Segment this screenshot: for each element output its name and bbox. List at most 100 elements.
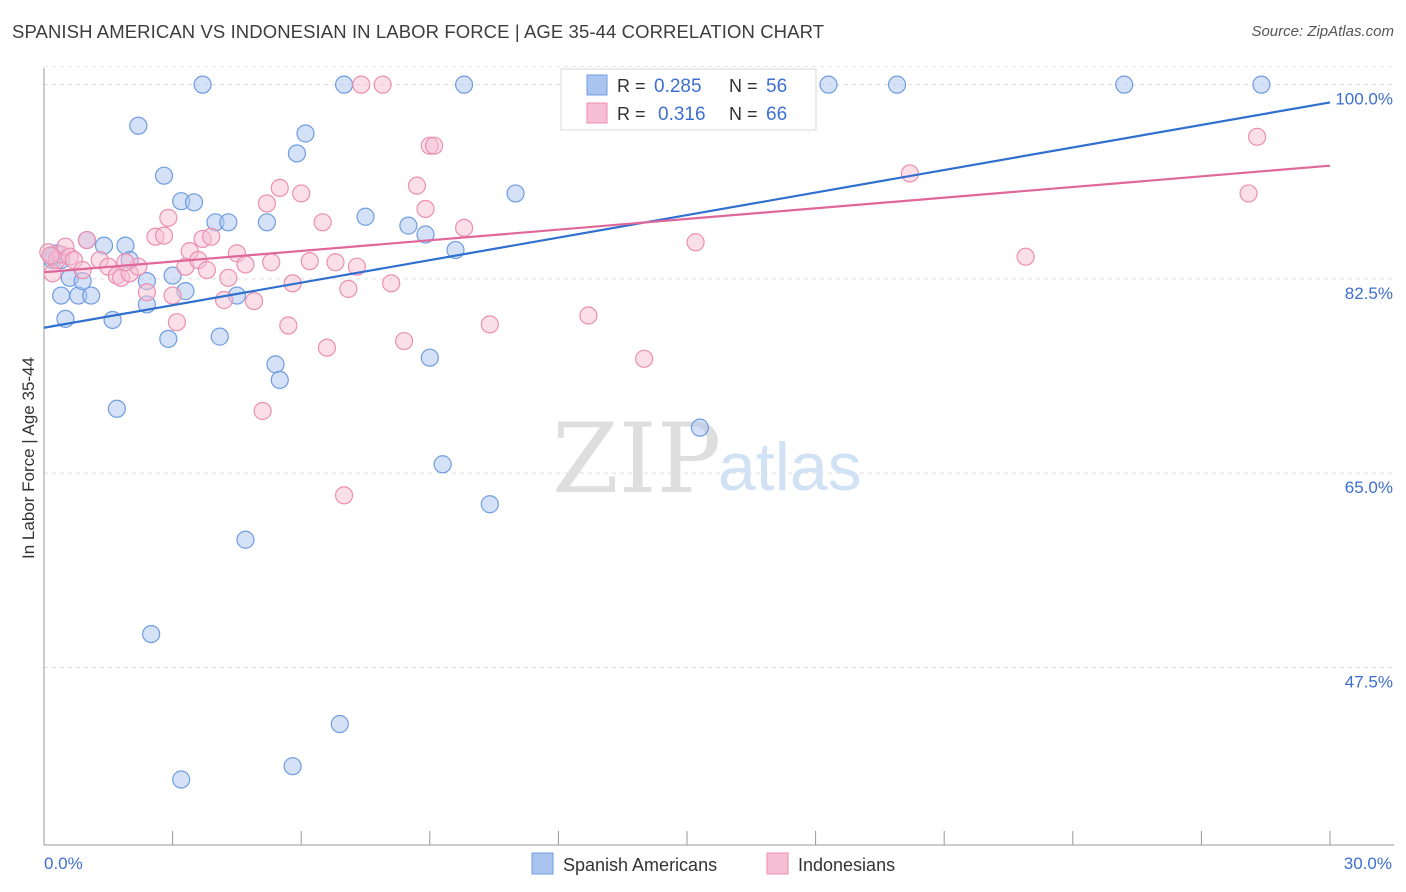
trend-line-spanish-american: [43, 101, 1331, 329]
point-spanish-american: [1115, 75, 1134, 94]
point-spanish-american: [270, 370, 289, 390]
point-indonesian: [262, 253, 281, 272]
point-indonesian: [407, 176, 427, 195]
legend-r-label-2: R =: [617, 104, 646, 124]
y-tick-labels: 47.5% 65.0% 82.5% 100.0%: [1335, 90, 1393, 692]
legend-r-value-2: 0.316: [658, 104, 706, 125]
point-spanish-american: [142, 624, 161, 644]
point-indonesian: [454, 218, 474, 237]
legend-n-label-2: N =: [729, 104, 758, 124]
point-indonesian: [382, 274, 401, 293]
y-axis-title: In Labor Force | Age 35-44: [19, 357, 38, 559]
point-spanish-american: [506, 184, 525, 203]
point-indonesian: [1248, 127, 1267, 146]
x-tick-label-max: 30.0%: [1344, 854, 1392, 873]
point-spanish-american: [163, 266, 182, 285]
point-indonesian: [167, 313, 186, 332]
point-spanish-american: [154, 166, 174, 185]
series-legend: Spanish Americans Indonesians: [531, 852, 895, 875]
point-spanish-american: [257, 213, 277, 232]
x-ticks: [43, 831, 1331, 845]
legend-r-label-1: R =: [617, 76, 646, 96]
point-spanish-american: [887, 75, 907, 94]
series-legend-label-indonesian: Indonesians: [798, 855, 895, 875]
point-spanish-american: [334, 75, 354, 94]
point-spanish-american: [480, 495, 499, 514]
point-indonesian: [219, 268, 238, 287]
point-spanish-american: [193, 75, 212, 94]
point-spanish-american: [287, 144, 307, 163]
watermark-atlas: atlas: [718, 429, 862, 505]
chart-title: SPANISH AMERICAN VS INDONESIAN IN LABOR …: [12, 21, 825, 42]
point-spanish-american: [82, 286, 101, 305]
y-tick-label: 82.5%: [1345, 284, 1393, 303]
point-spanish-american: [107, 399, 126, 418]
point-indonesian: [279, 316, 298, 335]
point-indonesian: [154, 226, 174, 245]
legend-n-label-1: N =: [729, 76, 758, 96]
point-spanish-american: [159, 329, 178, 348]
legend-n-value-1: 56: [766, 76, 787, 97]
point-spanish-american: [236, 530, 255, 549]
point-indonesian: [163, 286, 182, 305]
point-indonesian: [339, 279, 358, 298]
point-spanish-american: [296, 124, 315, 143]
axes: [43, 68, 1394, 846]
point-spanish-american: [399, 216, 418, 235]
point-indonesian: [394, 331, 414, 351]
y-tick-label: 100.0%: [1335, 90, 1393, 109]
source-label: Source: ZipAtlas.com: [1251, 23, 1394, 40]
point-spanish-american: [219, 213, 238, 232]
gridlines: [44, 66, 1394, 668]
series-legend-label-spanish: Spanish Americans: [563, 855, 717, 875]
point-spanish-american: [1252, 75, 1271, 94]
point-indonesian: [326, 253, 345, 272]
point-indonesian: [480, 315, 499, 334]
point-spanish-american: [420, 348, 439, 367]
point-indonesian: [197, 260, 216, 280]
point-indonesian: [137, 283, 156, 302]
point-indonesian: [1016, 247, 1035, 266]
point-indonesian: [313, 213, 332, 232]
trend-line-indonesian: [43, 164, 1331, 274]
y-tick-label: 65.0%: [1345, 478, 1393, 497]
point-indonesian: [292, 184, 311, 203]
scatter-points: [39, 75, 1271, 789]
point-spanish-american: [690, 418, 709, 437]
point-indonesian: [244, 292, 264, 311]
point-indonesian: [202, 227, 221, 246]
x-tick-label-min: 0.0%: [44, 854, 83, 873]
legend-r-value-1: 0.285: [654, 76, 702, 97]
point-spanish-american: [210, 327, 229, 346]
legend-swatch-spanish: [586, 74, 608, 96]
point-spanish-american: [819, 75, 838, 94]
series-legend-swatch-spanish: [531, 852, 554, 875]
point-indonesian: [900, 164, 920, 183]
legend-swatch-indonesian: [586, 102, 608, 124]
point-spanish-american: [172, 770, 191, 789]
y-tick-label: 47.5%: [1345, 672, 1393, 691]
point-indonesian: [317, 338, 337, 357]
point-spanish-american: [356, 207, 375, 226]
point-indonesian: [334, 486, 354, 505]
legend-n-value-2: 66: [766, 104, 787, 125]
point-indonesian: [416, 199, 435, 219]
point-spanish-american: [454, 75, 474, 94]
point-indonesian: [270, 178, 289, 197]
point-indonesian: [579, 306, 598, 325]
point-indonesian: [116, 253, 135, 272]
point-indonesian: [159, 208, 178, 227]
point-indonesian: [686, 233, 705, 252]
point-indonesian: [635, 349, 654, 368]
point-indonesian: [257, 194, 277, 213]
point-spanish-american: [283, 757, 302, 776]
point-indonesian: [253, 401, 272, 421]
trend-lines: [43, 101, 1331, 329]
point-spanish-american: [129, 116, 148, 135]
point-indonesian: [77, 230, 96, 250]
series-legend-swatch-indonesian: [766, 852, 789, 875]
stats-legend: R = 0.285 N = 56 R = 0.316 N = 66: [560, 68, 817, 131]
point-spanish-american: [52, 286, 71, 305]
point-spanish-american: [184, 193, 204, 212]
